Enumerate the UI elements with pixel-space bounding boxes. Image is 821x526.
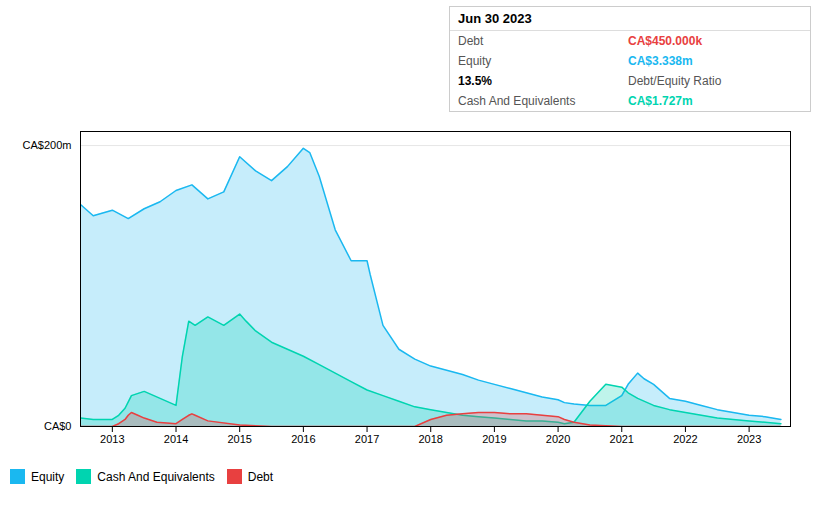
svg-text:2015: 2015 bbox=[227, 433, 251, 445]
svg-text:CA$200m: CA$200m bbox=[23, 139, 72, 151]
svg-text:CA$0: CA$0 bbox=[44, 420, 72, 432]
html-text:Jun 30 2023: Jun 30 2023 bbox=[458, 11, 532, 26]
svg-text:2020: 2020 bbox=[546, 433, 570, 445]
svg-text:2021: 2021 bbox=[610, 433, 634, 445]
svg-text:2014: 2014 bbox=[164, 433, 188, 445]
svg-text:2022: 2022 bbox=[673, 433, 697, 445]
html-text:Cash And Equivalents: Cash And Equivalents bbox=[97, 469, 215, 484]
html-text:CA$3.338m: CA$3.338m bbox=[628, 54, 693, 68]
html-text:Cash And Equivalents: Cash And Equivalents bbox=[458, 94, 576, 108]
html-text:Equity: Equity bbox=[458, 54, 492, 68]
html-text:Debt: Debt bbox=[458, 34, 484, 48]
html-text:CA$450.000k: CA$450.000k bbox=[628, 34, 703, 48]
svg-text:2018: 2018 bbox=[418, 433, 442, 445]
html-text:Debt: Debt bbox=[247, 469, 274, 484]
html-text:Equity: Equity bbox=[31, 469, 65, 484]
html-text:13.5%: 13.5% bbox=[458, 74, 492, 88]
svg-text:2019: 2019 bbox=[482, 433, 506, 445]
html-text:CA$1.727m: CA$1.727m bbox=[628, 94, 693, 108]
svg-text:2016: 2016 bbox=[291, 433, 315, 445]
svg-text:2013: 2013 bbox=[100, 433, 124, 445]
svg-text:2023: 2023 bbox=[737, 433, 761, 445]
svg-text:2017: 2017 bbox=[355, 433, 379, 445]
html-text:Debt/Equity Ratio: Debt/Equity Ratio bbox=[628, 74, 722, 88]
